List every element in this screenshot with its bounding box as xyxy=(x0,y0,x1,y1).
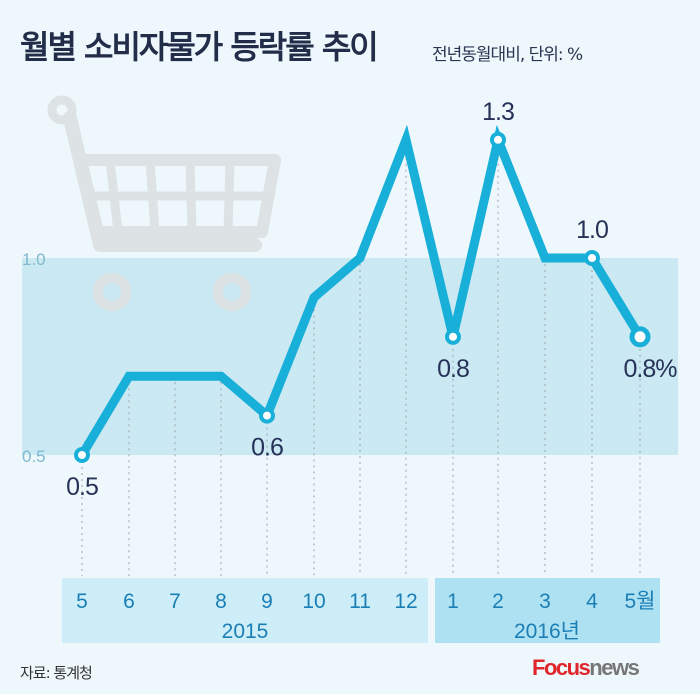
x-tick-label: 3 xyxy=(539,590,551,613)
data-label: 0.5 xyxy=(66,473,98,501)
source-note: 자료: 통계청 xyxy=(20,664,93,682)
logo-brand: Focus xyxy=(532,655,591,680)
x-tick-label: 2 xyxy=(492,590,504,613)
x-tick-label: 6 xyxy=(123,590,135,613)
year-label: 2016년 xyxy=(514,620,580,643)
data-label: 1.3 xyxy=(482,98,514,126)
x-tick-label: 12 xyxy=(394,590,417,613)
data-label: 0.6 xyxy=(251,434,283,462)
focusnews-logo: Focusnews xyxy=(532,655,640,681)
x-tick-label: 10 xyxy=(302,590,325,613)
data-label: 0.8% xyxy=(624,355,678,383)
data-point xyxy=(629,326,651,348)
series-line xyxy=(78,124,644,458)
shopping-cart-icon xyxy=(47,95,281,311)
chart-title: 월별 소비자물가 등락률 추이 xyxy=(20,28,379,66)
x-tick-label: 4 xyxy=(586,590,598,613)
x-tick-label: 8 xyxy=(215,590,227,613)
x-tick-label: 9 xyxy=(261,590,273,613)
x-tick-label: 5 xyxy=(76,590,88,613)
shaded-band xyxy=(22,258,678,455)
x-tick-label: 7 xyxy=(169,590,181,613)
x-tick-label: 1 xyxy=(447,590,459,613)
year-label: 2015 xyxy=(222,620,269,643)
x-tick-label: 5월 xyxy=(625,590,656,613)
y-tick-label: 1.0 xyxy=(22,250,46,269)
chart-subtitle: 전년동월대비, 단위: % xyxy=(432,45,583,65)
data-point xyxy=(259,407,275,424)
y-tick-label: 0.5 xyxy=(22,447,46,466)
data-point xyxy=(74,447,90,463)
data-point xyxy=(445,328,461,345)
year-box-2015 xyxy=(62,578,428,643)
logo-suffix: news xyxy=(589,655,640,680)
year-box-2016 xyxy=(435,578,660,643)
data-label: 0.8 xyxy=(437,355,469,383)
data-label: 1.0 xyxy=(576,216,608,244)
data-point xyxy=(490,131,506,148)
x-tick-label: 11 xyxy=(349,590,371,613)
data-point xyxy=(584,250,600,266)
